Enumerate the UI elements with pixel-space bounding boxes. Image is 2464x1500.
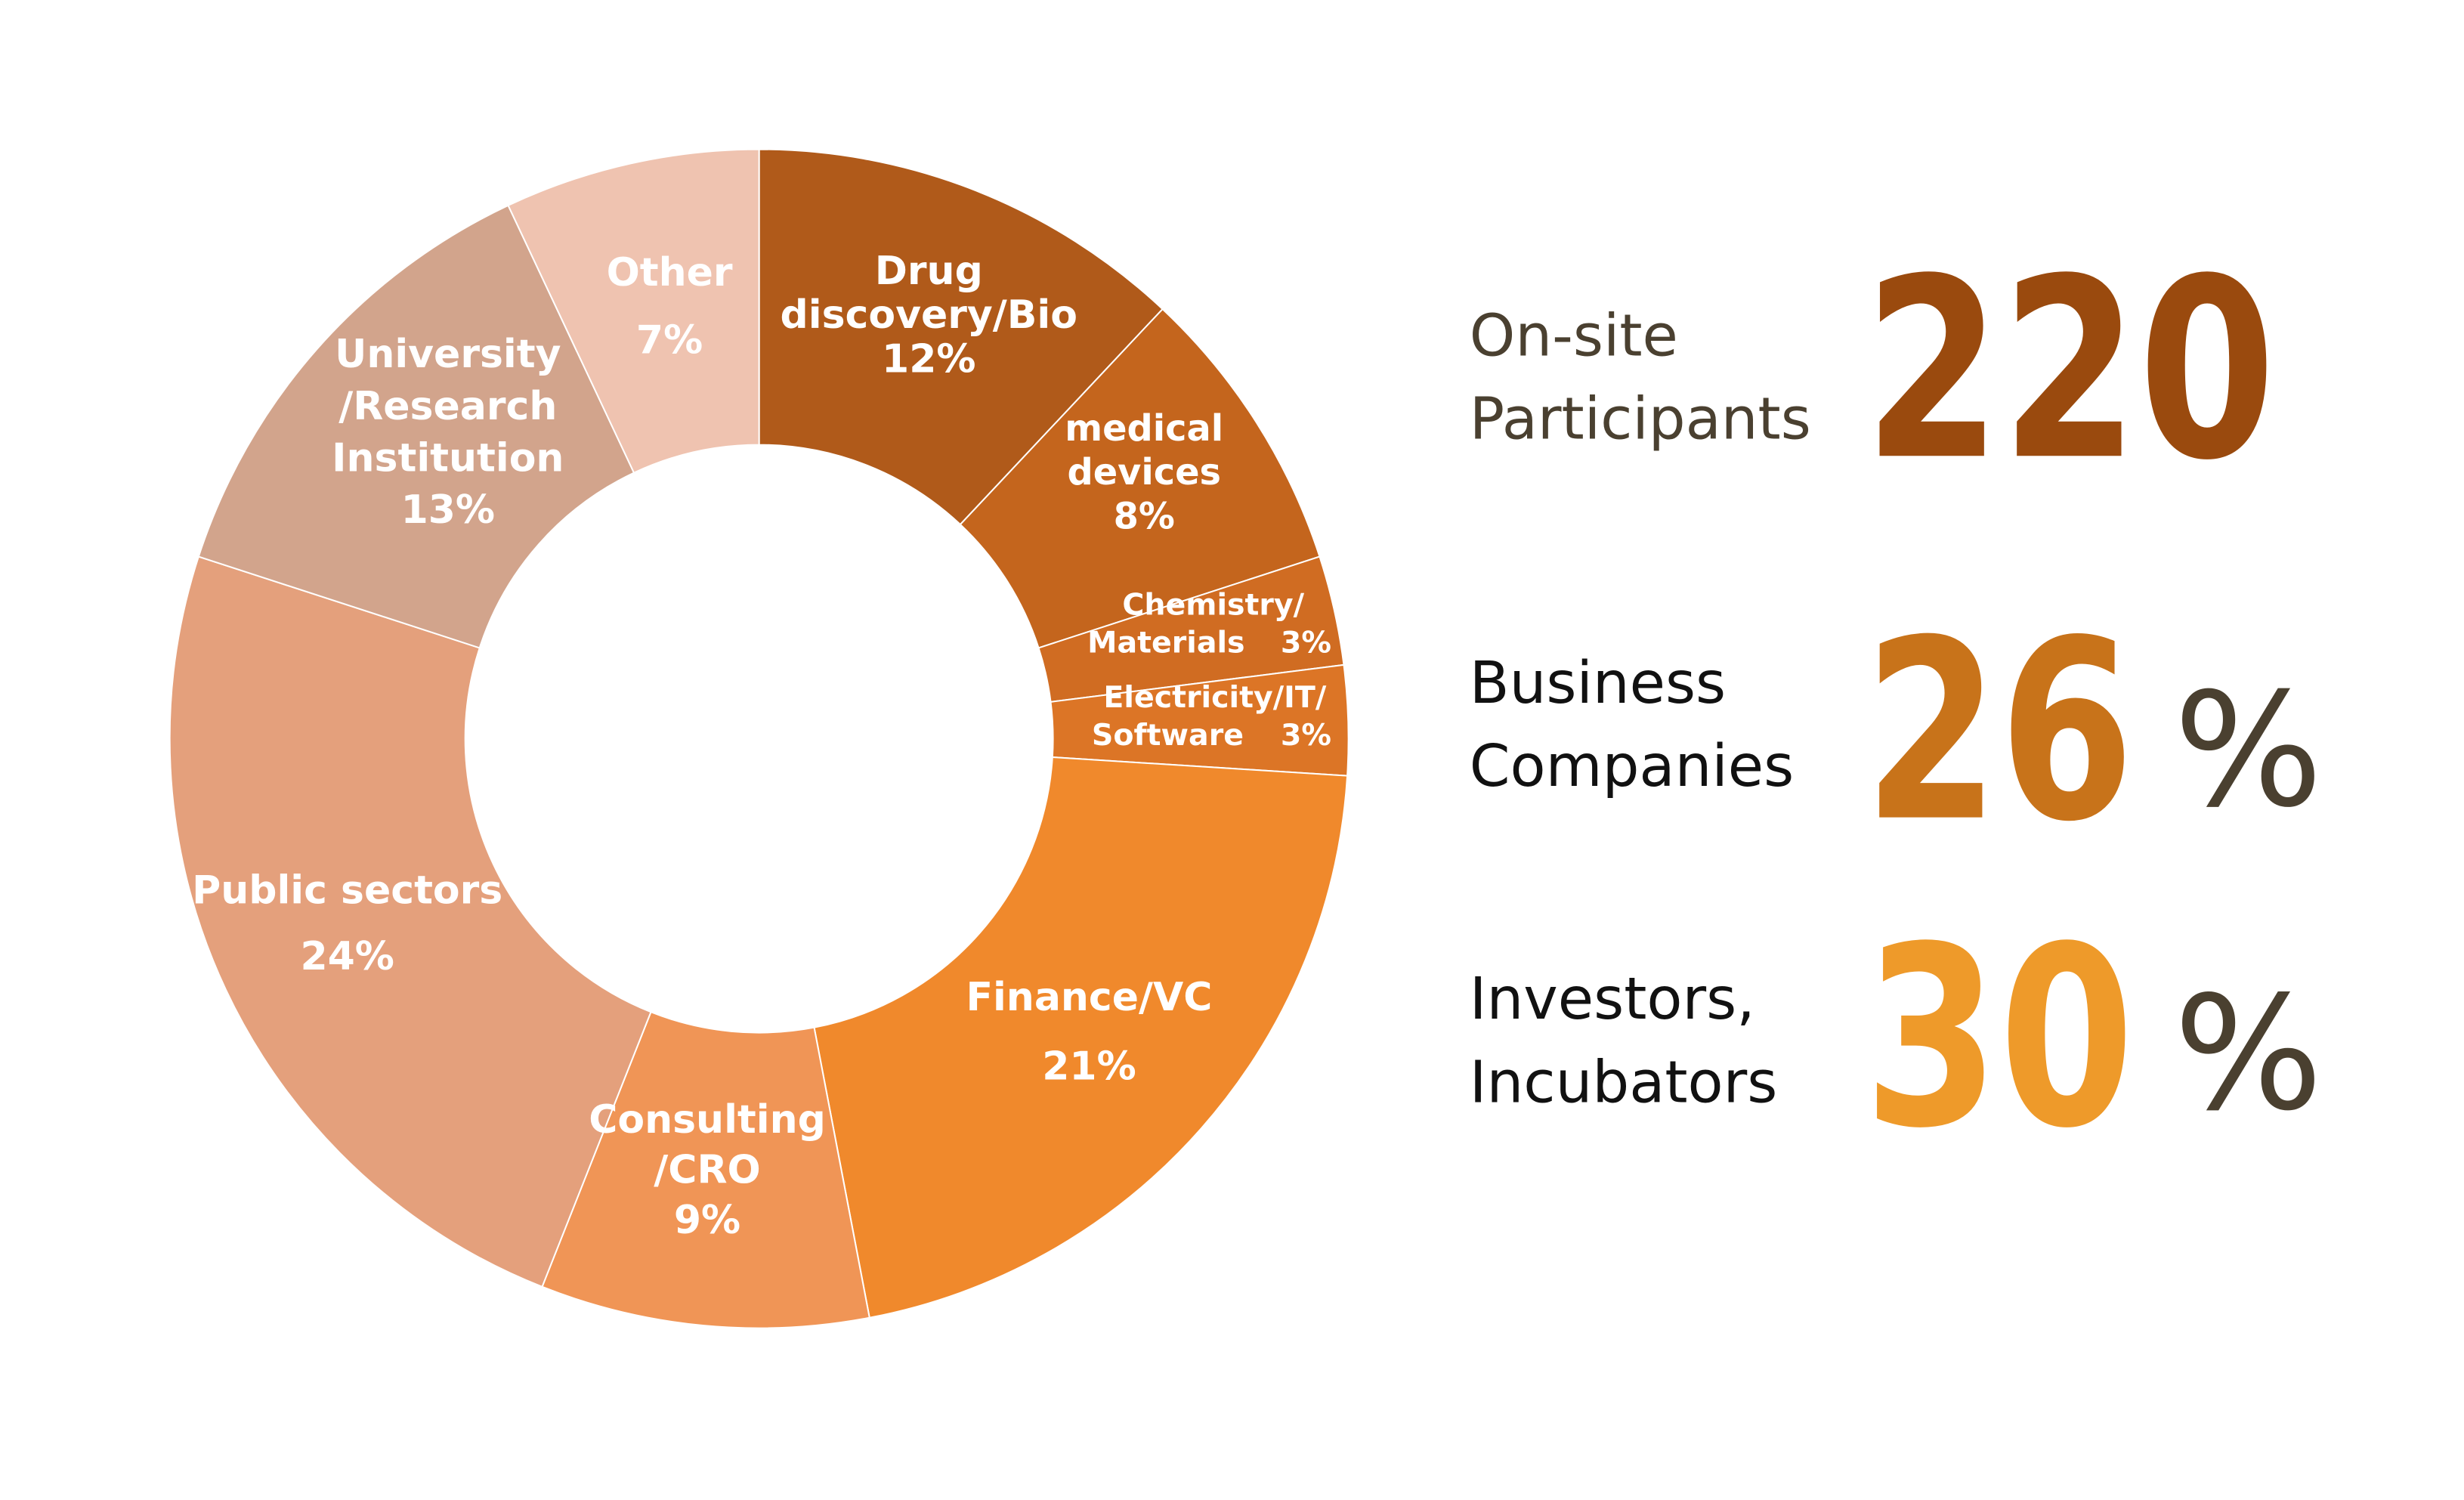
slice: [168, 555, 652, 1288]
value-label: 3%: [1281, 625, 1331, 660]
value-label: 12%: [882, 336, 975, 382]
stat-label: Incubators: [1470, 1049, 1778, 1116]
value-label: 21%: [1042, 1044, 1136, 1089]
value-label: 13%: [401, 487, 495, 533]
stat-label: Companies: [1470, 733, 1794, 800]
stat-value: 26: [1864, 587, 2135, 877]
slice: [507, 148, 760, 474]
value-label: 3%: [1281, 718, 1331, 753]
slice-label: Institution: [332, 435, 564, 481]
slice-label: discovery/Bio: [781, 292, 1077, 338]
slice: [541, 1010, 870, 1329]
slice-label: Finance/VC: [966, 975, 1212, 1020]
value-label: 24%: [300, 934, 394, 979]
slice-label: University: [335, 332, 561, 377]
stat-label: Participants: [1470, 386, 1811, 453]
value-label: 9%: [674, 1198, 740, 1243]
stat-label: On-site: [1470, 302, 1678, 370]
slice: [197, 204, 635, 649]
slice: [959, 308, 1321, 649]
slice-label: Software: [1092, 718, 1244, 753]
slice-label: Drug: [875, 249, 983, 294]
stat-label: Business: [1470, 650, 1726, 717]
stat-value: 220: [1864, 225, 2276, 515]
slice-label: Other: [607, 250, 733, 295]
slice-label: Chemistry/: [1122, 587, 1304, 622]
stat-unit: %: [2174, 963, 2323, 1146]
slice-label: /CRO: [654, 1148, 760, 1193]
slice-label: Public sectors: [192, 868, 502, 913]
slice-label: Electricity/IT/: [1103, 680, 1326, 715]
stat-value: 30: [1864, 893, 2135, 1183]
slice-label: medical: [1065, 408, 1223, 450]
stat-unit: %: [2174, 660, 2323, 843]
value-label: 7%: [636, 317, 703, 363]
slice-label: /Research: [339, 384, 557, 429]
value-label: 8%: [1114, 496, 1175, 537]
slice: [813, 756, 1349, 1319]
slice-label: devices: [1067, 452, 1221, 493]
slice-label: Materials: [1087, 625, 1244, 660]
slice-label: Consulting: [589, 1097, 826, 1143]
slice: [758, 148, 1164, 526]
stat-label: Investors,: [1470, 966, 1755, 1033]
